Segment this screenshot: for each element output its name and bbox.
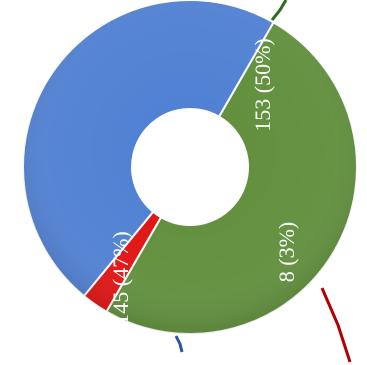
slice-label-red: 8 (3%) bbox=[274, 222, 299, 282]
slice-label-blue: 145 (47%) bbox=[108, 231, 133, 324]
slices-layer bbox=[22, 0, 358, 335]
leader-lines-layer bbox=[174, 0, 352, 363]
leader-line-blue bbox=[174, 335, 184, 353]
leader-line-red bbox=[320, 287, 352, 363]
labels-layer: 153 (50%) 8 (3%) 145 (47%) bbox=[108, 38, 299, 324]
leader-line-green bbox=[270, 0, 288, 21]
donut-shading bbox=[23, 0, 357, 334]
slice-label-green: 153 (50%) bbox=[250, 38, 275, 131]
